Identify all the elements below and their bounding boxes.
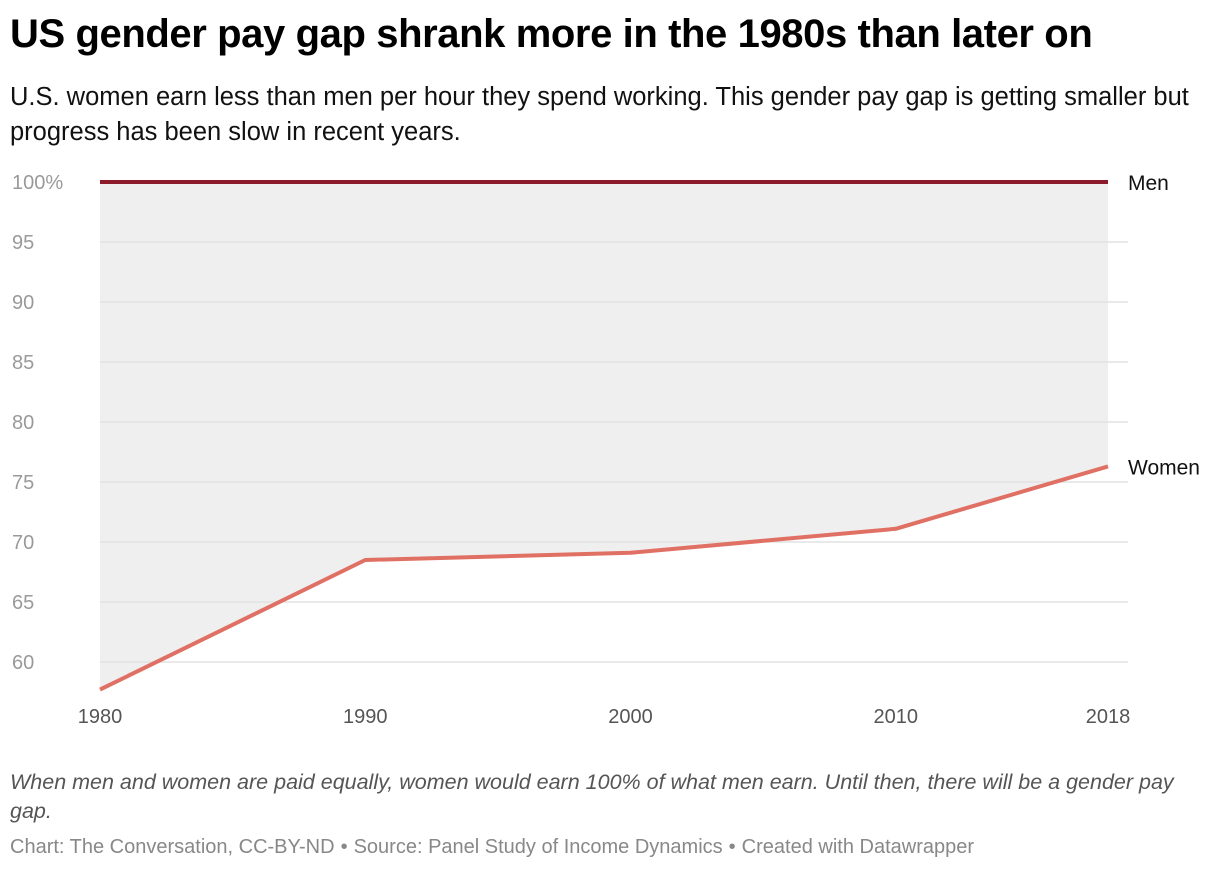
chart-note: When men and women are paid equally, wom…	[10, 770, 1174, 823]
series-line-women	[99, 464, 1109, 692]
x-tick-label: 2018	[1086, 706, 1131, 728]
chart-subtitle: U.S. women earn less than men per hour t…	[10, 83, 1189, 146]
series-label-men: Men	[1128, 172, 1169, 195]
chart-credits: Chart: The Conversation, CC-BY-ND • Source…	[10, 836, 974, 859]
line-chart: 100% 95 90 85 80 75 70 65 60 1980 1990 2000 2010 2018…	[12, 172, 1200, 728]
y-tick-label: 75	[12, 472, 34, 494]
y-tick-label: 60	[12, 652, 34, 674]
chart-title: US gender pay gap shrank more in the 198…	[10, 12, 1093, 56]
series-label-women: Women	[1128, 456, 1200, 479]
y-tick-label: 70	[12, 532, 34, 554]
credit-separator: •	[728, 836, 736, 858]
y-tick-label: 95	[12, 232, 34, 254]
x-tick-label: 2000	[608, 706, 653, 728]
y-tick-label: 85	[12, 352, 34, 374]
y-tick-label: 90	[12, 292, 34, 314]
pay-gap-area	[100, 182, 1108, 690]
x-tick-label: 1990	[343, 706, 388, 728]
x-tick-label: 2010	[874, 706, 919, 728]
credit-tool: Created with Datawrapper	[741, 836, 975, 858]
y-tick-label: 100%	[12, 172, 63, 194]
credit-chart: Chart: The Conversation, CC-BY-ND	[10, 836, 335, 858]
y-tick-label: 80	[12, 412, 34, 434]
credit-source: Source: Panel Study of Income Dynamics	[353, 836, 723, 858]
credit-separator: •	[340, 836, 348, 858]
y-tick-label: 65	[12, 592, 34, 614]
x-tick-label: 1980	[78, 706, 123, 728]
